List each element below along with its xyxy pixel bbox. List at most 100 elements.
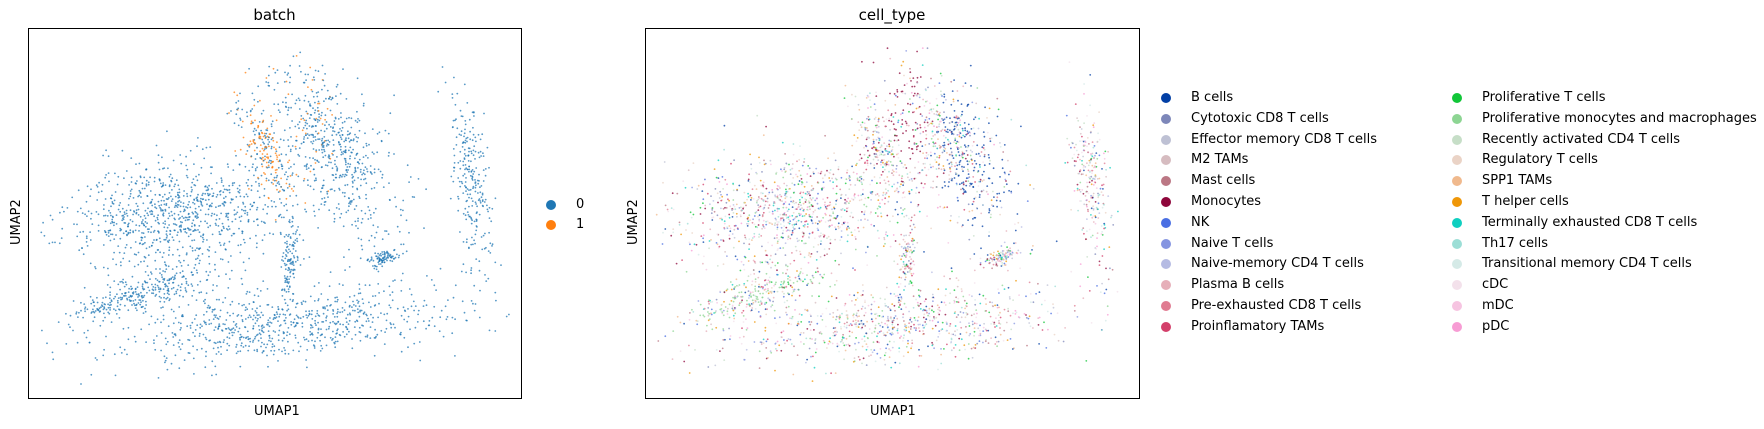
scatter-point: [311, 326, 314, 329]
scatter-point: [338, 189, 341, 191]
scatter-point: [178, 199, 181, 202]
scatter-point: [228, 228, 231, 230]
scatter-point: [716, 214, 719, 217]
scatter-point: [156, 284, 159, 287]
scatter-point: [295, 324, 297, 327]
scatter-point: [484, 168, 487, 170]
scatter-point: [98, 311, 101, 313]
scatter-point: [220, 229, 223, 232]
scatter-point: [971, 224, 974, 227]
scatter-point: [342, 173, 344, 176]
scatter-point: [151, 241, 154, 244]
scatter-point: [196, 247, 198, 250]
scatter-point: [315, 149, 318, 152]
scatter-point: [113, 251, 115, 254]
scatter-point: [293, 242, 296, 245]
scatter-point: [766, 282, 768, 285]
scatter-point: [284, 268, 287, 271]
scatter-point: [326, 190, 328, 193]
scatter-point: [994, 304, 996, 307]
scatter-point: [235, 113, 238, 116]
scatter-point: [267, 138, 269, 141]
scatter-point: [1088, 143, 1090, 145]
scatter-point: [125, 283, 128, 286]
scatter-point: [237, 124, 240, 127]
scatter-point: [182, 217, 185, 220]
scatter-point: [979, 262, 982, 264]
scatter-point: [897, 323, 899, 326]
scatter-point: [998, 306, 1000, 309]
scatter-point: [209, 204, 212, 207]
scatter-point: [973, 168, 976, 170]
scatter-point: [214, 342, 217, 345]
scatter-point: [959, 321, 962, 323]
scatter-point: [929, 319, 931, 322]
scatter-point: [264, 146, 266, 149]
scatter-point: [231, 331, 234, 334]
scatter-point: [1073, 153, 1076, 156]
scatter-point: [796, 206, 799, 209]
scatter-point: [944, 185, 946, 187]
scatter-point: [171, 332, 174, 334]
scatter-point: [861, 193, 864, 196]
scatter-point: [1086, 218, 1088, 221]
scatter-point: [285, 197, 288, 200]
scatter-point: [396, 307, 399, 310]
scatter-point: [249, 237, 252, 240]
scatter-point: [419, 359, 422, 362]
scatter-point: [248, 314, 251, 317]
scatter-point: [948, 302, 951, 304]
scatter-point: [344, 173, 347, 176]
scatter-point: [250, 120, 253, 123]
scatter-point: [235, 196, 238, 198]
scatter-point: [138, 189, 141, 192]
scatter-point: [240, 277, 243, 280]
scatter-point: [887, 180, 890, 183]
scatter-point: [394, 256, 397, 259]
scatter-point: [851, 93, 853, 96]
scatter-point: [340, 151, 343, 154]
scatter-point: [904, 267, 906, 270]
scatter-point: [474, 150, 477, 153]
scatter-point: [473, 309, 476, 312]
scatter-point: [131, 275, 134, 278]
scatter-point: [454, 355, 456, 357]
scatter-point: [366, 170, 369, 173]
scatter-point: [844, 198, 846, 201]
scatter-point: [386, 259, 388, 262]
scatter-point: [298, 233, 301, 236]
scatter-point: [965, 331, 968, 334]
scatter-point: [41, 329, 43, 332]
scatter-point: [107, 172, 110, 175]
scatter-point: [333, 189, 336, 192]
scatter-point: [950, 215, 952, 217]
scatter-point: [176, 191, 179, 194]
scatter-point: [102, 208, 105, 211]
scatter-point: [285, 317, 287, 319]
scatter-point: [124, 281, 127, 284]
scatter-point: [348, 319, 351, 322]
scatter-point: [882, 245, 885, 248]
scatter-point: [222, 185, 225, 187]
scatter-point: [283, 204, 286, 207]
scatter-point: [281, 308, 284, 311]
scatter-point: [867, 156, 869, 159]
scatter-point: [329, 96, 331, 98]
scatter-point: [329, 271, 332, 273]
scatter-point: [812, 355, 814, 358]
scatter-point: [192, 178, 195, 181]
scatter-point: [311, 133, 314, 136]
scatter-point: [766, 200, 769, 203]
scatter-point: [929, 163, 932, 166]
scatter-point: [342, 225, 345, 228]
scatter-point: [256, 348, 258, 351]
scatter-point: [1002, 250, 1005, 252]
scatter-point: [336, 332, 338, 335]
scatter-point: [974, 196, 977, 199]
scatter-point: [451, 93, 454, 95]
scatter-point: [292, 190, 295, 192]
scatter-point: [290, 321, 292, 323]
scatter-point: [316, 121, 319, 123]
scatter-point: [453, 170, 455, 172]
scatter-point: [459, 185, 462, 188]
